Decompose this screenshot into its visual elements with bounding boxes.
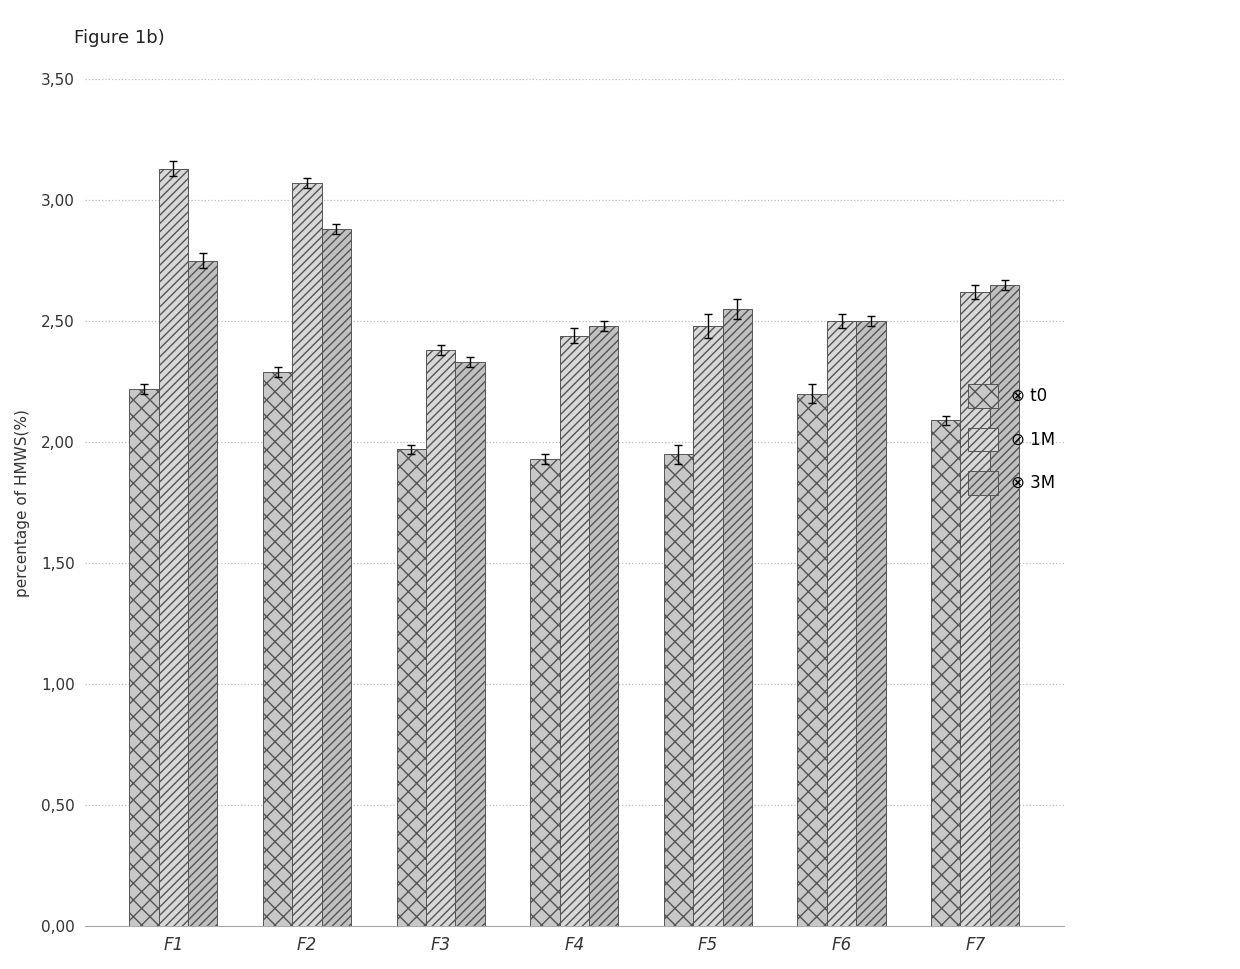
Bar [857,321,885,926]
Bar [797,393,827,926]
Legend: ⊗ t0, ⊘ 1M, ⊗ 3M: ⊗ t0, ⊘ 1M, ⊗ 3M [968,384,1055,495]
Bar [723,309,751,926]
Bar [159,169,188,926]
Bar [293,183,321,926]
Y-axis label: percentage of HMWS(%): percentage of HMWS(%) [15,409,30,597]
Bar [990,285,1019,926]
Bar [263,372,293,926]
Bar [663,454,693,926]
Text: Figure 1b): Figure 1b) [74,29,165,47]
Bar [188,261,217,926]
Bar [931,421,961,926]
Bar [589,326,619,926]
Bar [961,292,990,926]
Bar [455,362,485,926]
Bar [559,335,589,926]
Bar [321,230,351,926]
Bar [827,321,857,926]
Bar [425,350,455,926]
Bar [397,450,425,926]
Bar [129,389,159,926]
Bar [693,326,723,926]
Bar [531,459,559,926]
